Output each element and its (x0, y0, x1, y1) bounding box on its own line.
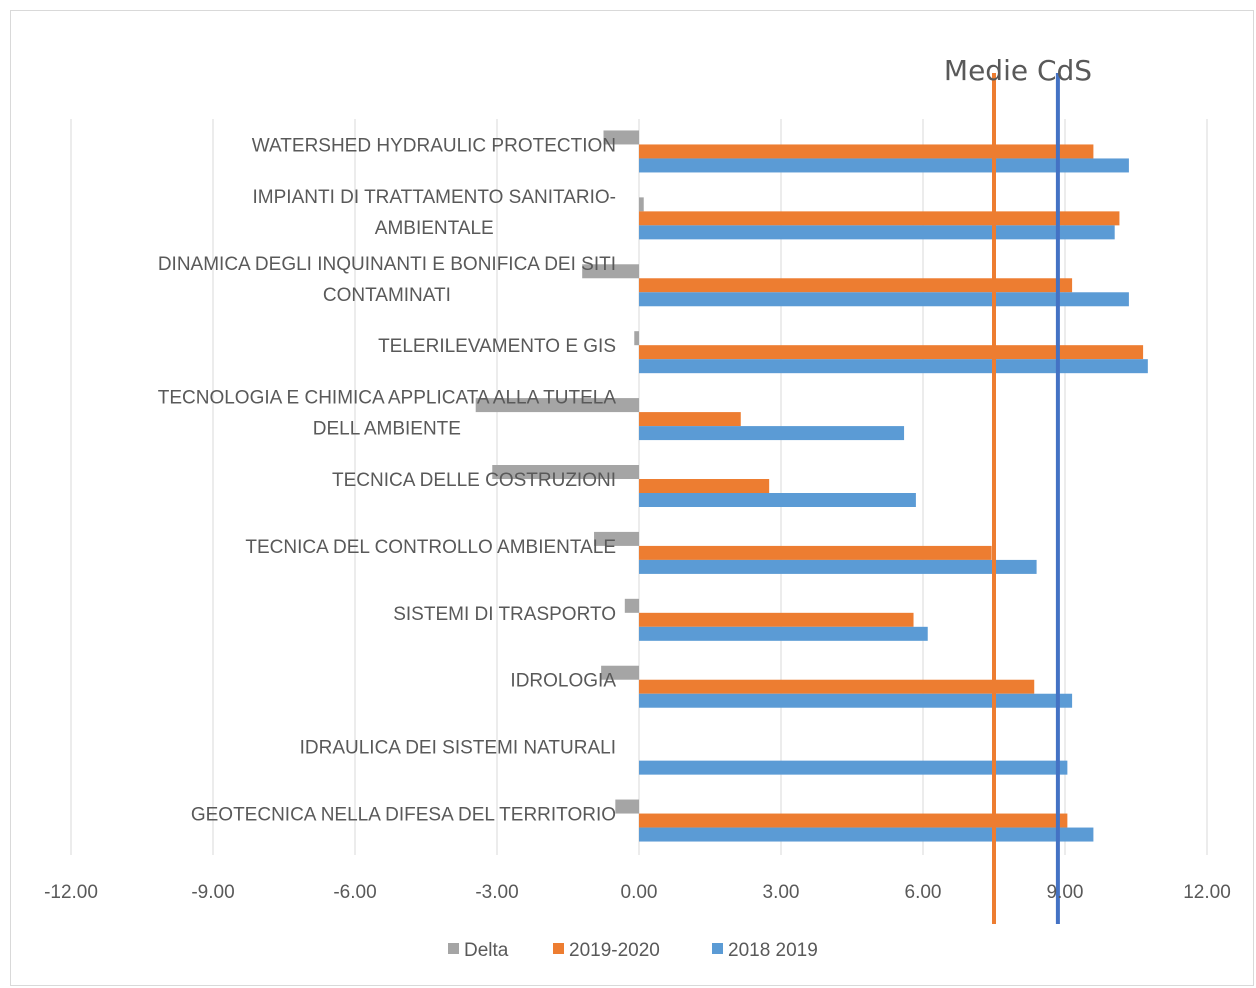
category-label-1-line-0: IMPIANTI DI TRATTAMENTO SANITARIO- (253, 187, 616, 208)
bar-delta-8 (601, 665, 639, 680)
bar-2018-2019-2 (639, 292, 1129, 307)
bar-2018-2019-8 (639, 693, 1073, 708)
x-tick-label-0: -12.00 (44, 882, 98, 903)
bar-2018-2019-3 (639, 359, 1148, 374)
legend-swatch-delta (448, 943, 459, 954)
bar-2019-2020-5 (639, 479, 770, 493)
legend-label-delta: Delta (464, 940, 509, 961)
legend-label-2019-2020: 2019-2020 (569, 940, 660, 961)
x-tick-label-2: -6.00 (333, 882, 376, 903)
bar-2018-2019-0 (639, 158, 1129, 173)
x-tick-label-5: 3.00 (763, 882, 800, 903)
bar-delta-0 (603, 130, 639, 145)
bar-delta-5 (492, 465, 639, 479)
bar-2019-2020-10 (639, 813, 1068, 828)
category-label-4-line-0: TECNOLOGIA E CHIMICA APPLICATA ALLA TUTE… (158, 388, 617, 409)
category-label-7: SISTEMI DI TRASPORTO (393, 604, 616, 625)
bar-2018-2019-10 (639, 827, 1094, 842)
category-label-3: TELERILEVAMENTO E GIS (378, 336, 616, 357)
bar-2019-2020-8 (639, 679, 1035, 694)
category-label-0: WATERSHED HYDRAULIC PROTECTION (252, 135, 616, 156)
annotation-label: Medie CdS (944, 54, 1092, 87)
legend-label-2018-2019: 2018 2019 (728, 940, 818, 961)
x-tick-label-1: -9.00 (191, 882, 234, 903)
bar-2019-2020-1 (639, 211, 1120, 226)
category-label-4-line-1: DELL AMBIENTE (313, 419, 461, 440)
legend-swatch-2018-2019 (712, 943, 723, 954)
bar-delta-3 (634, 331, 639, 346)
bar-delta-1 (639, 197, 644, 212)
bar-2019-2020-6 (639, 545, 992, 560)
bar-2018-2019-4 (639, 426, 905, 441)
category-label-2-line-1: CONTAMINATI (323, 285, 451, 306)
bar-delta-10 (615, 799, 639, 814)
category-label-9: IDRAULICA DEI SISTEMI NATURALI (300, 738, 616, 759)
legend-swatch-2019-2020 (553, 943, 564, 954)
bar-delta-6 (594, 531, 639, 546)
x-tick-label-6: 6.00 (905, 882, 942, 903)
bar-2018-2019-7 (639, 626, 928, 641)
bar-2019-2020-7 (639, 612, 914, 627)
bar-2018-2019-1 (639, 225, 1115, 240)
bar-2019-2020-4 (639, 412, 741, 427)
bar-2018-2019-6 (639, 559, 1037, 574)
bar-2019-2020-2 (639, 278, 1073, 293)
bar-delta-2 (582, 264, 639, 279)
category-label-8: IDROLOGIA (510, 671, 616, 692)
bar-2018-2019-5 (639, 493, 916, 507)
x-tick-label-8: 12.00 (1183, 882, 1231, 903)
x-tick-label-7: 9.00 (1047, 882, 1084, 903)
bar-delta-7 (624, 598, 639, 613)
bar-delta-4 (475, 398, 639, 413)
bar-2019-2020-3 (639, 345, 1144, 360)
category-label-6: TECNICA DEL CONTROLLO AMBIENTALE (245, 537, 616, 558)
bar-2019-2020-0 (639, 144, 1094, 159)
category-label-1-line-1: AMBIENTALE (375, 218, 494, 239)
category-label-10: GEOTECNICA NELLA DIFESA DEL TERRITORIO (191, 805, 616, 826)
category-label-2-line-0: DINAMICA DEGLI INQUINANTI E BONIFICA DEI… (158, 254, 616, 275)
x-tick-label-4: 0.00 (621, 882, 658, 903)
bar-2018-2019-9 (639, 760, 1068, 775)
x-tick-label-3: -3.00 (475, 882, 518, 903)
category-label-5: TECNICA DELLE COSTRUZIONI (332, 470, 616, 491)
